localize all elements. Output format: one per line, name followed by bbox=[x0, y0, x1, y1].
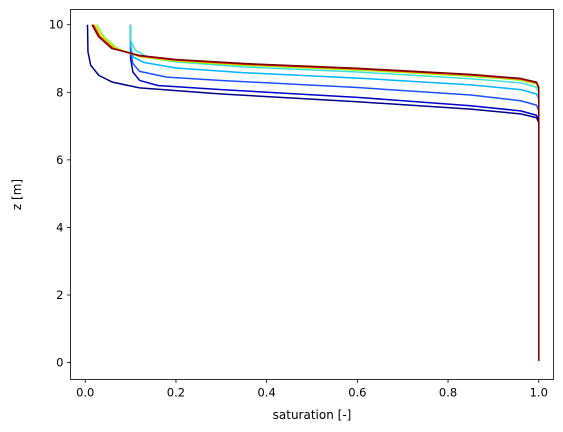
plot-frame bbox=[70, 9, 554, 380]
x-tick-label: 0.6 bbox=[348, 386, 366, 400]
x-tick-label: 0.2 bbox=[167, 386, 185, 400]
series-line-4 bbox=[129, 24, 540, 361]
y-tick-label: 8 bbox=[56, 85, 63, 99]
x-axis-label: saturation [-] bbox=[273, 408, 352, 422]
plot-lines bbox=[86, 24, 540, 361]
x-tick-label: 0.0 bbox=[76, 386, 94, 400]
y-tick-label: 2 bbox=[56, 288, 63, 302]
series-line-2 bbox=[129, 24, 540, 361]
y-axis-ticks: 0 2 4 6 8 10 bbox=[49, 18, 71, 370]
y-axis-label: z [m] bbox=[10, 179, 24, 210]
x-tick-label: 1.0 bbox=[530, 386, 548, 400]
x-tick-label: 0.4 bbox=[257, 386, 275, 400]
x-tick-label: 0.8 bbox=[439, 386, 457, 400]
series-line-0 bbox=[86, 24, 540, 361]
y-tick-label: 6 bbox=[56, 153, 63, 167]
y-tick-label: 10 bbox=[49, 18, 64, 32]
y-tick-label: 4 bbox=[56, 220, 63, 234]
series-line-9 bbox=[91, 24, 540, 361]
y-tick-label: 0 bbox=[56, 356, 63, 370]
x-axis-ticks: 0.0 0.2 0.4 0.6 0.8 1.0 bbox=[76, 379, 548, 400]
series-line-1 bbox=[129, 24, 540, 361]
